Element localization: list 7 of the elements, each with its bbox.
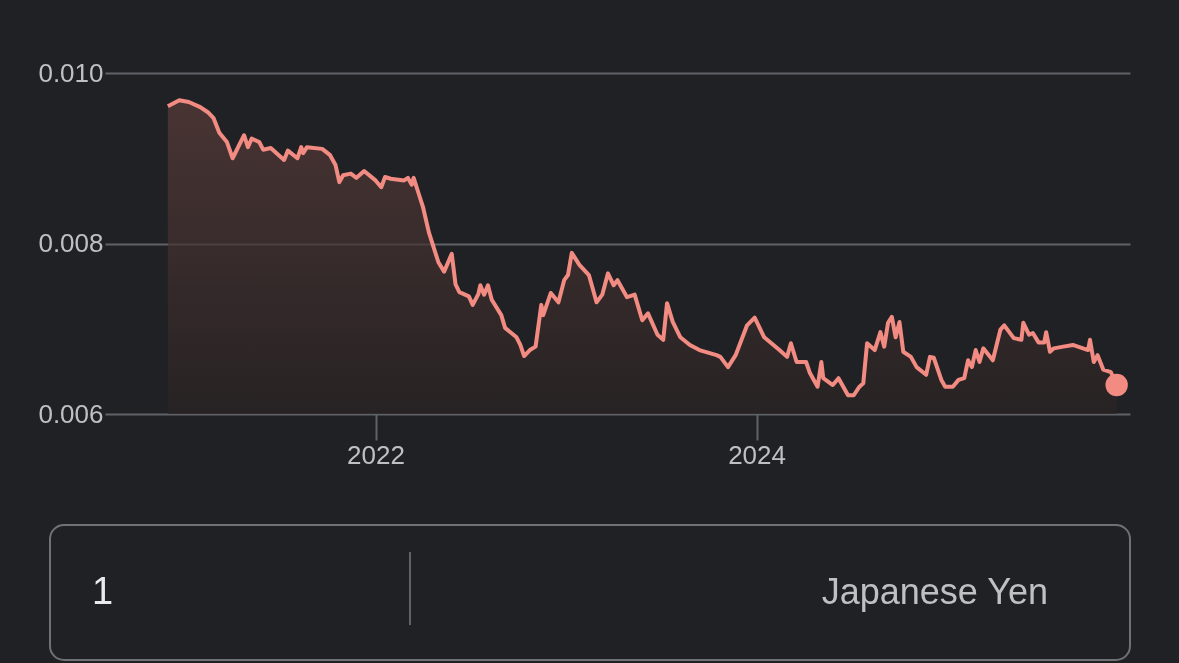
text: Japanese Yen: [821, 571, 1048, 612]
text: 1: [92, 570, 114, 612]
x-tick-label: 2024: [728, 439, 786, 470]
x-tick-label: 2022: [347, 439, 405, 470]
y-tick-label: 0.006: [38, 398, 104, 429]
y-tick-label: 0.010: [38, 57, 104, 88]
y-tick-label: 0.008: [38, 228, 104, 258]
